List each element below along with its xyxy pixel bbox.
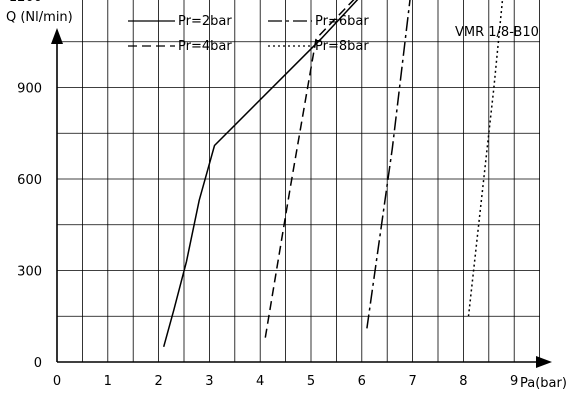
- x-tick-label: 2: [154, 374, 162, 389]
- x-tick-label: 7: [408, 374, 416, 389]
- x-tick-label: 9: [510, 374, 518, 389]
- tick-labels: 01234567890300600900120015001800: [9, 0, 518, 389]
- x-tick-label: 4: [256, 374, 264, 389]
- y-tick-label: 300: [17, 265, 42, 280]
- grid: [57, 0, 540, 362]
- legend-label: Pr=6bar: [315, 14, 369, 29]
- chart-title: VMR 1/8-B10: [455, 25, 539, 40]
- x-tick-label: 0: [53, 374, 61, 389]
- x-tick-label: 5: [307, 374, 315, 389]
- legend-label: Pr=2bar: [178, 14, 232, 29]
- legend-label: Pr=8bar: [315, 39, 369, 54]
- y-axis-label: Q (Nl/min): [6, 10, 73, 25]
- series-line-pr-2bar: [162, 0, 359, 347]
- y-tick-label: 600: [17, 173, 42, 188]
- y-tick-label: 900: [17, 82, 42, 97]
- legend: Pr=2bar Pr=4bar Pr=6bar Pr=8bar: [128, 14, 369, 54]
- series-lines: [162, 0, 504, 347]
- x-axis-label: Pa(bar): [520, 376, 567, 391]
- x-axis-arrow-icon: [536, 356, 552, 368]
- x-tick-label: 1: [104, 374, 112, 389]
- legend-label: Pr=4bar: [178, 39, 232, 54]
- y-tick-label: 0: [34, 356, 42, 371]
- x-tick-label: 8: [459, 374, 467, 389]
- x-tick-label: 3: [205, 374, 213, 389]
- x-tick-label: 6: [358, 374, 366, 389]
- series-line-pr-6bar: [366, 0, 411, 329]
- y-tick-label: 1200: [9, 0, 42, 5]
- series-line-pr-8bar: [467, 0, 504, 317]
- series-line-pr-4bar: [264, 0, 355, 338]
- axes: [51, 28, 552, 368]
- y-axis-arrow-icon: [51, 28, 63, 44]
